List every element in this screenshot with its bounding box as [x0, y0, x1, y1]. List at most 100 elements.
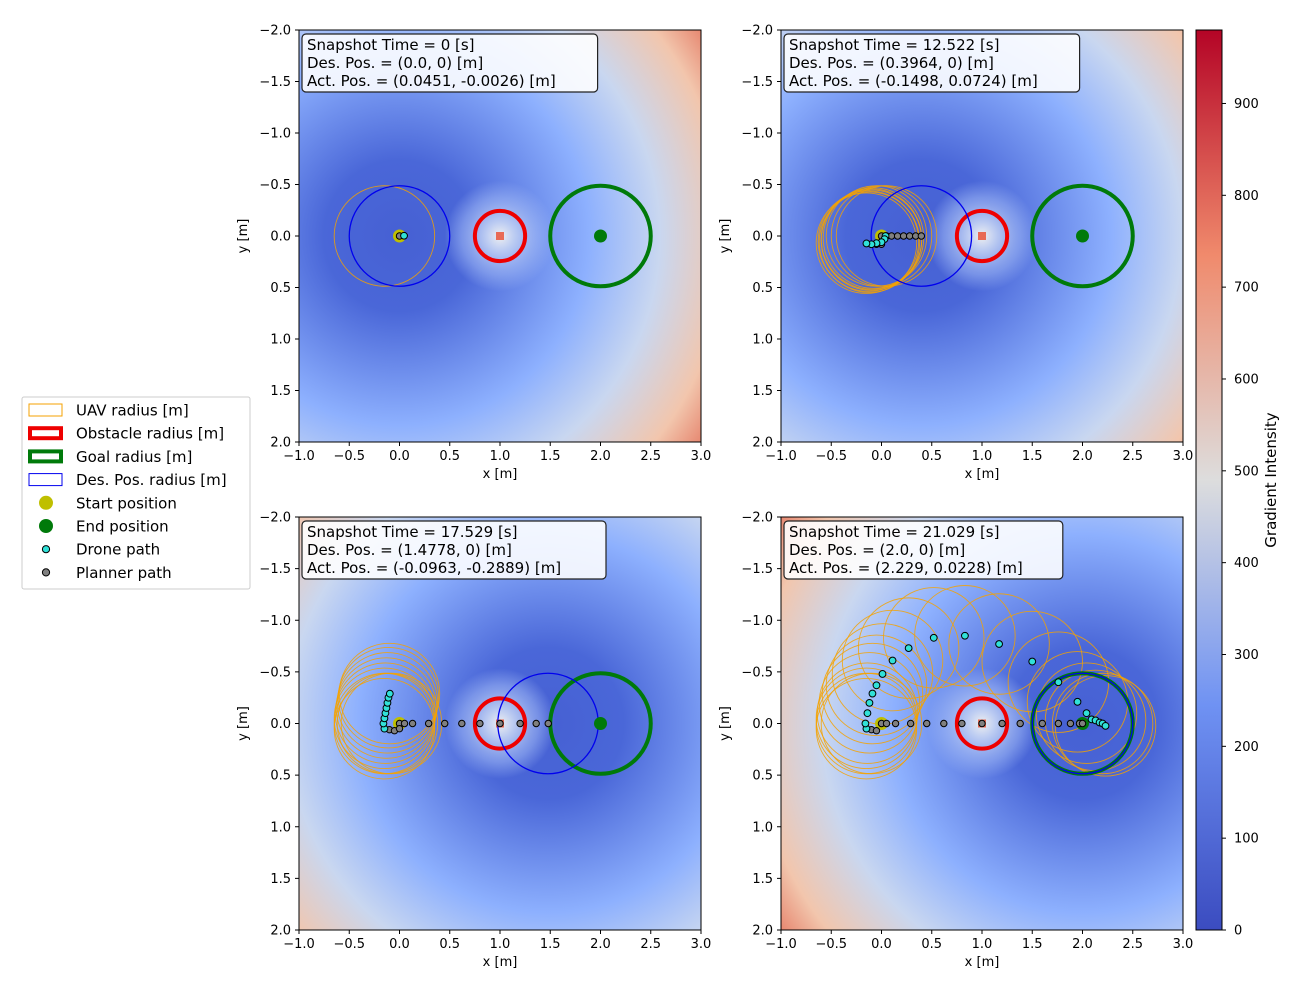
uav-radius-circle — [335, 657, 438, 759]
uav-radius-circle — [816, 662, 919, 764]
colorbar-tick-label: 400 — [1234, 556, 1259, 571]
info-line-2: Des. Pos. = (0.3964, 0) [m] — [789, 54, 994, 72]
uav-radius-circle — [1051, 672, 1154, 775]
planner-path-point — [905, 232, 914, 240]
planner-path-point — [496, 719, 504, 728]
planner-path-point — [1016, 719, 1024, 728]
uav-radius-circle — [821, 642, 924, 745]
planner-path-point — [395, 724, 404, 733]
x-axis-label: x [m] — [965, 955, 1000, 970]
drone-path-point — [400, 231, 408, 240]
x-tick-label: 2.5 — [1122, 937, 1143, 952]
planner-path-point — [544, 719, 552, 728]
uav-radius-circle — [883, 587, 985, 689]
colorbar-tick-label: 800 — [1234, 189, 1259, 204]
planner-path-point — [940, 719, 948, 728]
y-tick-label: −1.0 — [259, 127, 291, 142]
legend-label: UAV radius [m] — [76, 402, 189, 420]
legend-frame — [21, 396, 251, 590]
x-tick-label: −1.0 — [765, 449, 797, 464]
uav-radius-circle — [857, 597, 960, 699]
info-box-frame — [783, 33, 1081, 93]
y-tick-label: −1.0 — [259, 614, 291, 629]
info-line-2: Des. Pos. = (1.4778, 0) [m] — [307, 541, 512, 559]
uav-radius-circle — [835, 185, 938, 287]
y-tick-label: 1.0 — [270, 333, 291, 348]
info-line-1: Snapshot Time = 17.529 [s] — [307, 523, 517, 541]
x-tick-label: −1.0 — [283, 937, 315, 952]
planner-path-point — [400, 719, 409, 728]
y-tick-label: 1.5 — [270, 872, 291, 887]
planner-path-point — [441, 719, 449, 728]
y-axis-label: y [m] — [236, 706, 251, 741]
info-line-1: Snapshot Time = 0 [s] — [307, 36, 475, 54]
x-tick-label: 1.0 — [972, 449, 993, 464]
drone-path-point — [1082, 709, 1091, 718]
info-line-2: Des. Pos. = (0.0, 0) [m] — [307, 54, 483, 72]
x-tick-label: 0.5 — [439, 449, 460, 464]
drone-path-point — [961, 631, 969, 640]
uav-radius-circle — [338, 642, 441, 745]
colorbar-tick-label: 300 — [1234, 648, 1259, 663]
drone-path-point — [863, 709, 872, 718]
x-tick-label: 0.5 — [921, 937, 942, 952]
subplot-2: −1.0 −0.5 0.0 0.5 1.0 1.5 2.0 2.5 3.0 −2.0 −1.5 −1.… — [718, 24, 1193, 483]
uav-radius-circle — [818, 191, 921, 293]
y-tick-label: 0.0 — [752, 230, 773, 245]
info-line-3: Act. Pos. = (-0.0963, -0.2889) [m] — [307, 559, 561, 577]
planner-path-point — [458, 719, 466, 728]
x-tick-label: 1.0 — [972, 937, 993, 952]
x-tick-label: 0.0 — [389, 449, 410, 464]
legend-swatch — [39, 519, 53, 533]
obstacle-radius-circle — [954, 208, 1010, 264]
x-tick-label: 2.0 — [590, 937, 611, 952]
planner-path-point — [408, 719, 417, 728]
des-pos-radius-circle — [1031, 672, 1134, 775]
legend-swatch — [28, 473, 63, 487]
drone-path-point — [1054, 678, 1063, 687]
x-tick-label: 0.0 — [389, 937, 410, 952]
legend-label: Start position — [76, 494, 177, 512]
y-tick-label: 0.5 — [270, 769, 291, 784]
legend-swatch — [28, 449, 63, 464]
uav-radius-circle — [948, 593, 1050, 695]
drone-path-point — [995, 640, 1003, 648]
planner-path-point — [872, 727, 881, 735]
y-tick-label: −2.0 — [259, 24, 291, 39]
y-tick-label: 0.5 — [270, 281, 291, 296]
planner-path-point — [1078, 719, 1087, 728]
colorbar-tick-label: 100 — [1234, 832, 1259, 847]
y-tick-label: −1.0 — [741, 614, 773, 629]
y-tick-label: 1.0 — [752, 820, 773, 835]
drone-path-point — [904, 644, 913, 653]
planner-path-point — [532, 719, 540, 728]
x-tick-label: 3.0 — [691, 937, 712, 952]
subplot-4: −1.0 −0.5 0.0 0.5 1.0 1.5 2.0 2.5 3.0 −2.0 −1.5 −1.… — [718, 511, 1193, 971]
y-tick-label: −2.0 — [259, 511, 291, 526]
legend-swatch — [39, 495, 53, 510]
x-tick-label: 2.0 — [590, 449, 611, 464]
snapshot-info-box: Snapshot Time = 21.029 [s]Des. Pos. = (2… — [783, 520, 1064, 580]
colorbar-tick-label: 200 — [1234, 740, 1259, 755]
drone-path-point — [1073, 697, 1082, 706]
uav-radius-circle — [820, 672, 923, 775]
legend-label: Drone path — [76, 541, 160, 559]
info-line-3: Act. Pos. = (-0.1498, 0.0724) [m] — [789, 72, 1038, 90]
colorbar: 0 100 200 300 400 500 600 700 800 900 Gradient In… — [1195, 29, 1280, 939]
x-tick-label: −1.0 — [283, 449, 315, 464]
colorbar-tick-label: 700 — [1234, 281, 1259, 296]
subplot-3: −1.0 −0.5 0.0 0.5 1.0 1.5 2.0 2.5 3.0 −2.0 −1.5 −1.… — [236, 511, 711, 971]
x-tick-label: 0.5 — [439, 937, 460, 952]
x-tick-label: 3.0 — [1173, 937, 1194, 952]
info-box-frame — [301, 33, 599, 93]
planner-path-point — [1054, 719, 1063, 728]
y-tick-label: −0.5 — [259, 178, 291, 193]
planner-path-point — [923, 719, 931, 728]
uav-radius-circle — [333, 677, 436, 780]
end-position-marker — [594, 717, 607, 730]
end-position-marker — [1076, 229, 1089, 243]
x-tick-label: 2.5 — [640, 449, 661, 464]
legend-label: Des. Pos. radius [m] — [76, 471, 227, 489]
obstacle-radius-circle — [472, 696, 528, 751]
drone-path-point — [865, 698, 874, 707]
